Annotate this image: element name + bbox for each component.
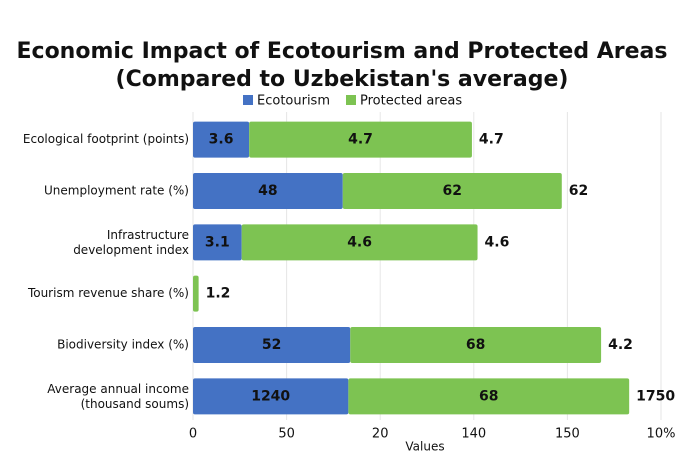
bar-label: 52 bbox=[262, 337, 281, 353]
total-label: 1750 bbox=[636, 388, 675, 404]
legend-swatch bbox=[346, 95, 356, 105]
y-tick-label: Average annual income (thousand soums) bbox=[47, 381, 189, 410]
y-tick-label: Biodiversity index (%) bbox=[57, 338, 189, 352]
bar-segment bbox=[193, 173, 343, 209]
x-tick-label: 150 bbox=[555, 427, 580, 442]
bar-segment bbox=[193, 121, 250, 158]
total-label: 62 bbox=[569, 183, 588, 199]
bar-segment bbox=[241, 224, 478, 261]
chart-title: Economic Impact of Ecotourism and Protec… bbox=[17, 39, 668, 92]
legend-swatch bbox=[243, 95, 253, 105]
bar-segment bbox=[348, 378, 630, 415]
bar-label: 48 bbox=[258, 183, 277, 199]
bar-segment bbox=[342, 173, 562, 209]
x-tick-label: 20 bbox=[372, 427, 389, 442]
x-axis-label: Values bbox=[405, 440, 444, 452]
legend-label: Ecotourism bbox=[257, 94, 330, 109]
bar-segment bbox=[193, 378, 349, 415]
total-label: 1.2 bbox=[206, 286, 231, 302]
y-tick-label: Unemployment rate (%) bbox=[44, 184, 189, 198]
bar-label: 1240 bbox=[251, 388, 290, 404]
bar-label: 4.7 bbox=[348, 132, 373, 148]
x-tick-label: 0 bbox=[189, 427, 197, 442]
bar-segment bbox=[193, 224, 242, 261]
total-label: 4.2 bbox=[608, 337, 633, 353]
bar-label: 3.1 bbox=[205, 234, 230, 250]
bar-segment bbox=[193, 275, 199, 312]
y-tick-label: Infrastructure development index bbox=[73, 227, 189, 256]
total-label: 4.6 bbox=[485, 234, 510, 250]
bar-segment bbox=[249, 121, 472, 158]
x-tick-label: 140 bbox=[461, 427, 486, 442]
bar-label: 3.6 bbox=[209, 132, 234, 148]
bar-segment bbox=[350, 327, 602, 363]
total-label: 4.7 bbox=[479, 132, 504, 148]
bar-label: 68 bbox=[466, 337, 485, 353]
y-tick-label: Tourism revenue share (%) bbox=[27, 286, 189, 300]
x-tick-label: 10% bbox=[647, 427, 676, 442]
bar-label: 62 bbox=[443, 183, 462, 199]
legend-label: Protected areas bbox=[360, 94, 462, 109]
bar-label: 4.6 bbox=[347, 234, 372, 250]
bar-label: 68 bbox=[479, 388, 498, 404]
y-tick-label: Ecological footprint (points) bbox=[23, 132, 189, 146]
x-tick-label: 50 bbox=[278, 427, 295, 442]
bar-segment bbox=[193, 327, 351, 363]
